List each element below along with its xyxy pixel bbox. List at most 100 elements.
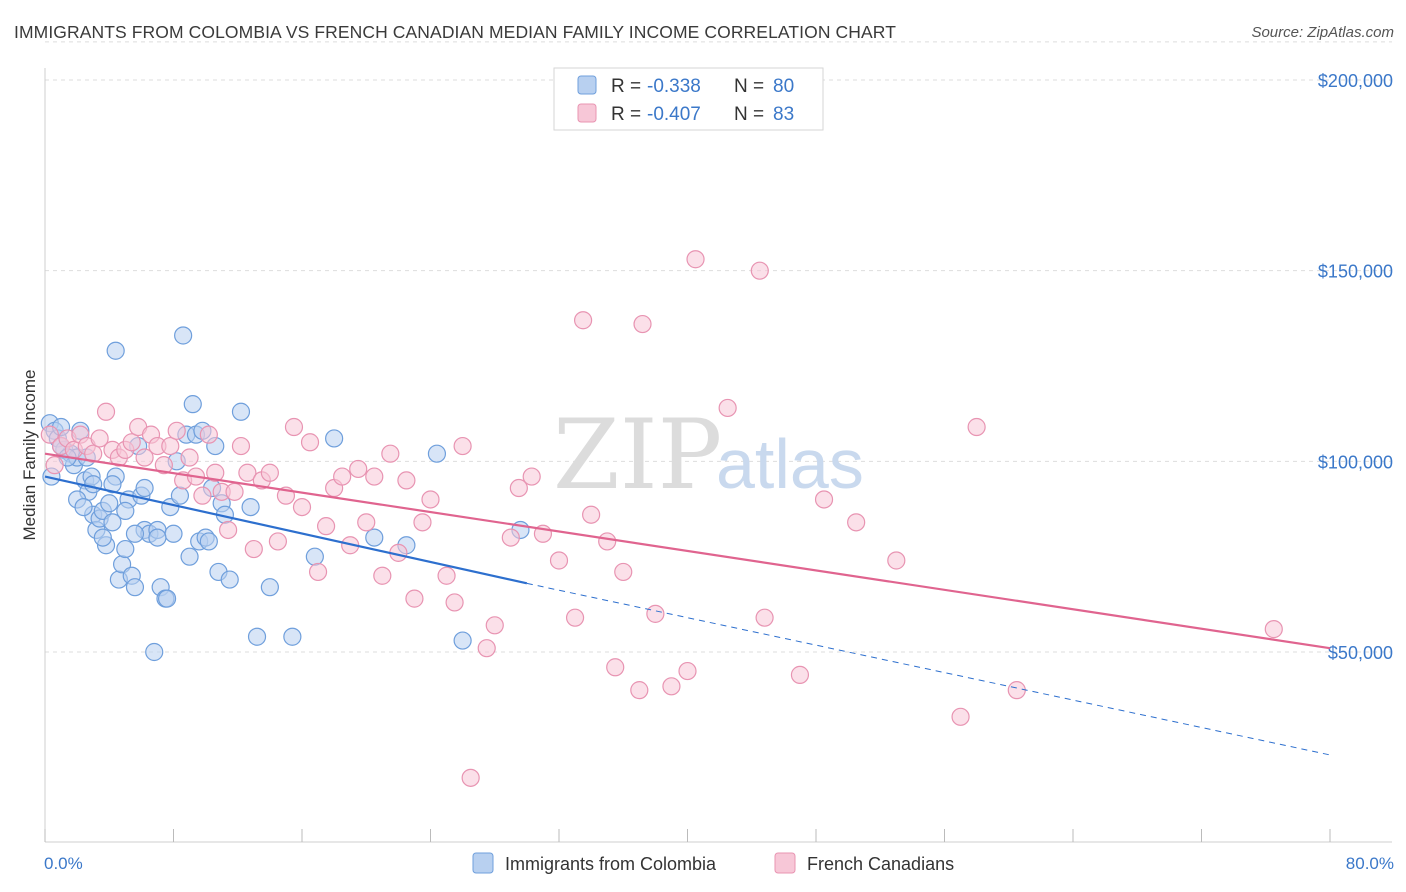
- colombia-point: [74, 497, 93, 517]
- french-canadian-point: [485, 616, 504, 635]
- french-canadian-point: [646, 604, 665, 623]
- colombia-point: [231, 402, 251, 421]
- watermark-zip: ZIP: [553, 399, 722, 511]
- colombia-point: [247, 627, 267, 646]
- y-tick-label: $50,000: [1328, 643, 1393, 663]
- scatter-points: [40, 250, 1283, 787]
- french-canadian-point: [887, 551, 906, 570]
- french-canadian-point: [199, 425, 218, 444]
- french-canadian-point: [365, 467, 384, 486]
- legend-r-value: -0.407: [647, 104, 701, 125]
- french-canadian-point: [373, 566, 392, 585]
- legend-r-label: R =: [611, 104, 641, 125]
- french-canadian-point: [300, 433, 320, 452]
- french-canadian-point: [522, 467, 541, 486]
- french-canadian-point: [316, 517, 336, 536]
- series-legend-swatch-french-canadian: [774, 852, 796, 874]
- french-canadian-point: [437, 566, 456, 585]
- colombia-point: [427, 444, 447, 463]
- trend-lines: [44, 452, 1331, 756]
- french-canadian-point: [292, 497, 312, 517]
- french-canadian-point: [161, 436, 180, 456]
- french-canadian-point: [45, 456, 64, 475]
- colombia-point: [125, 524, 145, 543]
- french-canadian-point: [614, 562, 633, 582]
- series-legend-label-colombia: Immigrants from Colombia: [505, 854, 717, 874]
- french-canadian-point: [260, 463, 279, 482]
- french-canadian-point: [951, 707, 970, 726]
- french-canadian-point: [180, 448, 199, 467]
- french-canadian-point: [413, 513, 432, 532]
- colombia-trend-extension: [526, 582, 1331, 756]
- french-canadian-point: [284, 417, 304, 437]
- colombia-point: [145, 642, 164, 662]
- french-canadian-point: [167, 421, 186, 440]
- x-tick-label-max: 80.0%: [1346, 854, 1394, 873]
- french-canadian-point: [268, 532, 288, 551]
- legend-swatch-french-canadian: [577, 103, 597, 123]
- watermark-atlas: atlas: [716, 425, 864, 503]
- french-canadian-point: [453, 436, 472, 456]
- french-canadian-point: [477, 639, 496, 658]
- x-axis-ticks: [44, 829, 1331, 842]
- colombia-point: [325, 429, 344, 448]
- y-tick-label: $200,000: [1318, 71, 1393, 91]
- y-tick-label: $150,000: [1318, 262, 1393, 282]
- french-canadian-point: [84, 444, 103, 463]
- legend-n-label: N =: [734, 104, 764, 125]
- colombia-point: [84, 475, 103, 494]
- french-canadian-point: [630, 681, 649, 700]
- colombia-point: [283, 627, 302, 646]
- french-canadian-point: [606, 658, 625, 677]
- colombia-point: [170, 486, 190, 505]
- legend-n-label: N =: [734, 76, 764, 97]
- french-canadian-point: [206, 463, 225, 482]
- french-canadian-point: [718, 398, 737, 418]
- colombia-point: [157, 589, 177, 608]
- legend-r-value: -0.338: [647, 76, 701, 97]
- colombia-point: [180, 547, 199, 566]
- series-legend-label-french-canadian: French Canadians: [807, 854, 954, 874]
- french-canadian-point: [1007, 681, 1026, 700]
- french-canadian-point: [678, 661, 697, 681]
- x-tick-label-min: 0.0%: [44, 854, 83, 873]
- stats-legend-box: [553, 67, 824, 131]
- colombia-point: [260, 578, 279, 597]
- french-canadian-point: [357, 513, 376, 532]
- french-canadian-point: [549, 551, 569, 570]
- french-canadian-point: [96, 402, 116, 421]
- colombia-trend-line: [44, 475, 528, 585]
- french-canadian-point: [122, 433, 141, 452]
- french-canadian-point: [333, 467, 352, 486]
- stats-legend: R = -0.338 N = 80 R = -0.407 N = 83: [553, 67, 824, 131]
- french-canadian-point: [244, 539, 263, 559]
- french-canadian-point: [847, 513, 866, 532]
- french-canadian-point: [154, 456, 173, 475]
- legend-n-value: 80: [773, 76, 794, 97]
- french-canadian-point: [90, 429, 109, 448]
- colombia-point: [125, 578, 145, 597]
- french-canadian-point: [755, 608, 774, 627]
- series-legend-swatch-colombia: [472, 852, 494, 874]
- french-canadian-point: [219, 520, 238, 540]
- french-canadian-point: [349, 459, 368, 479]
- french-canadian-point: [565, 608, 585, 627]
- legend-swatch-colombia: [577, 75, 597, 95]
- french-canadian-point: [573, 311, 593, 330]
- french-canadian-point: [501, 528, 520, 547]
- french-canadian-point: [633, 314, 652, 334]
- source-label: Source: ZipAtlas.com: [1251, 24, 1394, 41]
- french-canadian-point: [967, 417, 986, 437]
- colombia-point: [164, 524, 183, 543]
- french-canadian-point: [445, 593, 464, 612]
- legend-r-label: R =: [611, 76, 641, 97]
- french-canadian-point: [397, 471, 416, 490]
- series-legend: Immigrants from Colombia French Canadian…: [472, 852, 954, 874]
- colombia-point: [183, 395, 202, 414]
- french-canadian-point: [381, 444, 400, 463]
- colombia-point: [103, 513, 122, 532]
- french-canadian-point: [461, 768, 480, 787]
- colombia-point: [116, 539, 135, 559]
- french-canadian-trend-line: [44, 452, 1331, 650]
- colombia-point: [106, 341, 125, 360]
